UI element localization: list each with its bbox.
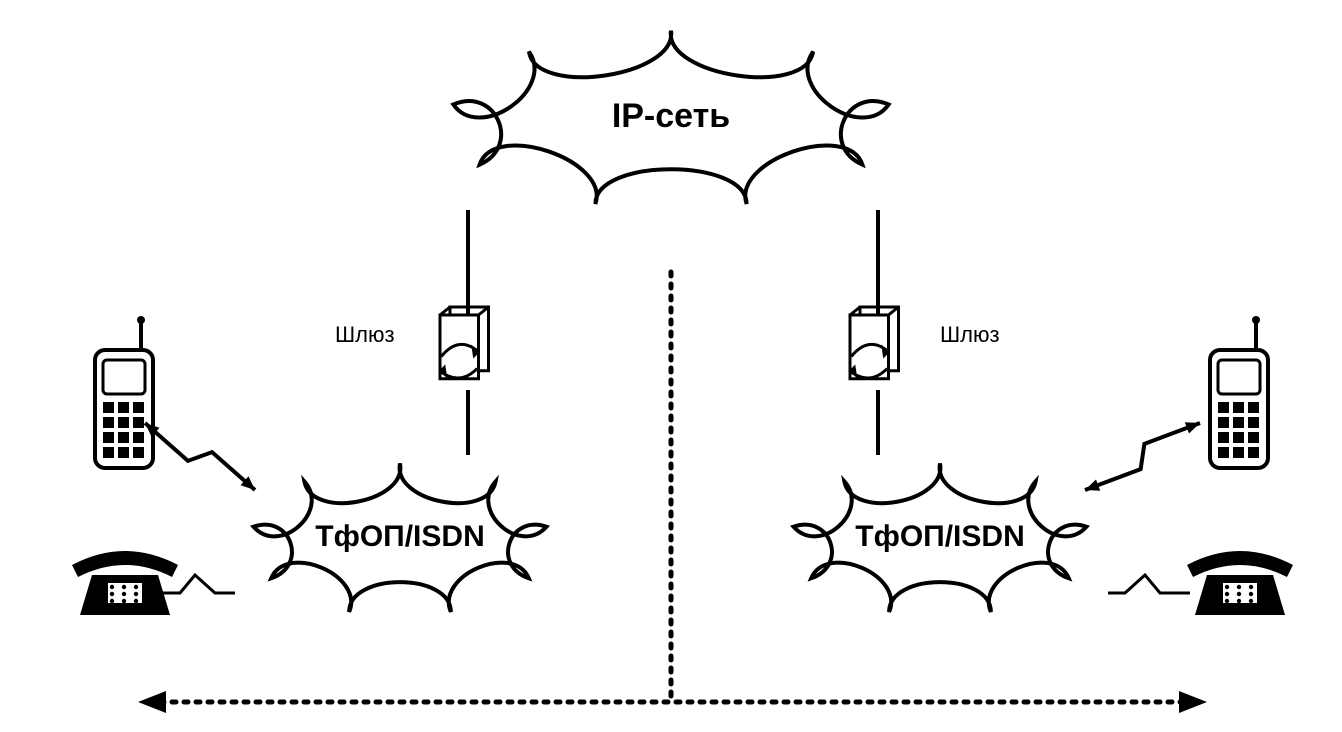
wire-phone_right-pstn_right — [1108, 575, 1190, 593]
mobile-phone-right-icon — [1210, 316, 1268, 468]
desk-phone-right-icon — [1187, 551, 1293, 615]
radio-link-4 — [145, 423, 255, 490]
gateway-left-label: Шлюз — [335, 322, 395, 348]
ip-cloud-label: IP-сеть — [521, 97, 821, 136]
gateway-left-icon — [439, 307, 488, 379]
divider-arrow-right — [1179, 691, 1207, 713]
pstn-left-label: ТфОП/ISDN — [250, 520, 550, 554]
radio-link-5 — [1085, 423, 1200, 490]
network-diagram: IP-сеть ТфОП/ISDN ТфОП/ISDN Шлюз Шлюз — [0, 0, 1342, 732]
mobile-phone-left-icon — [95, 316, 153, 468]
wire-phone_left-pstn_left — [150, 575, 235, 593]
gateway-right-label: Шлюз — [940, 322, 1000, 348]
divider-arrow-left — [138, 691, 166, 713]
pstn-right-label: ТфОП/ISDN — [790, 520, 1090, 554]
desk-phone-left-icon — [72, 551, 178, 615]
gateway-right-icon — [849, 307, 898, 379]
